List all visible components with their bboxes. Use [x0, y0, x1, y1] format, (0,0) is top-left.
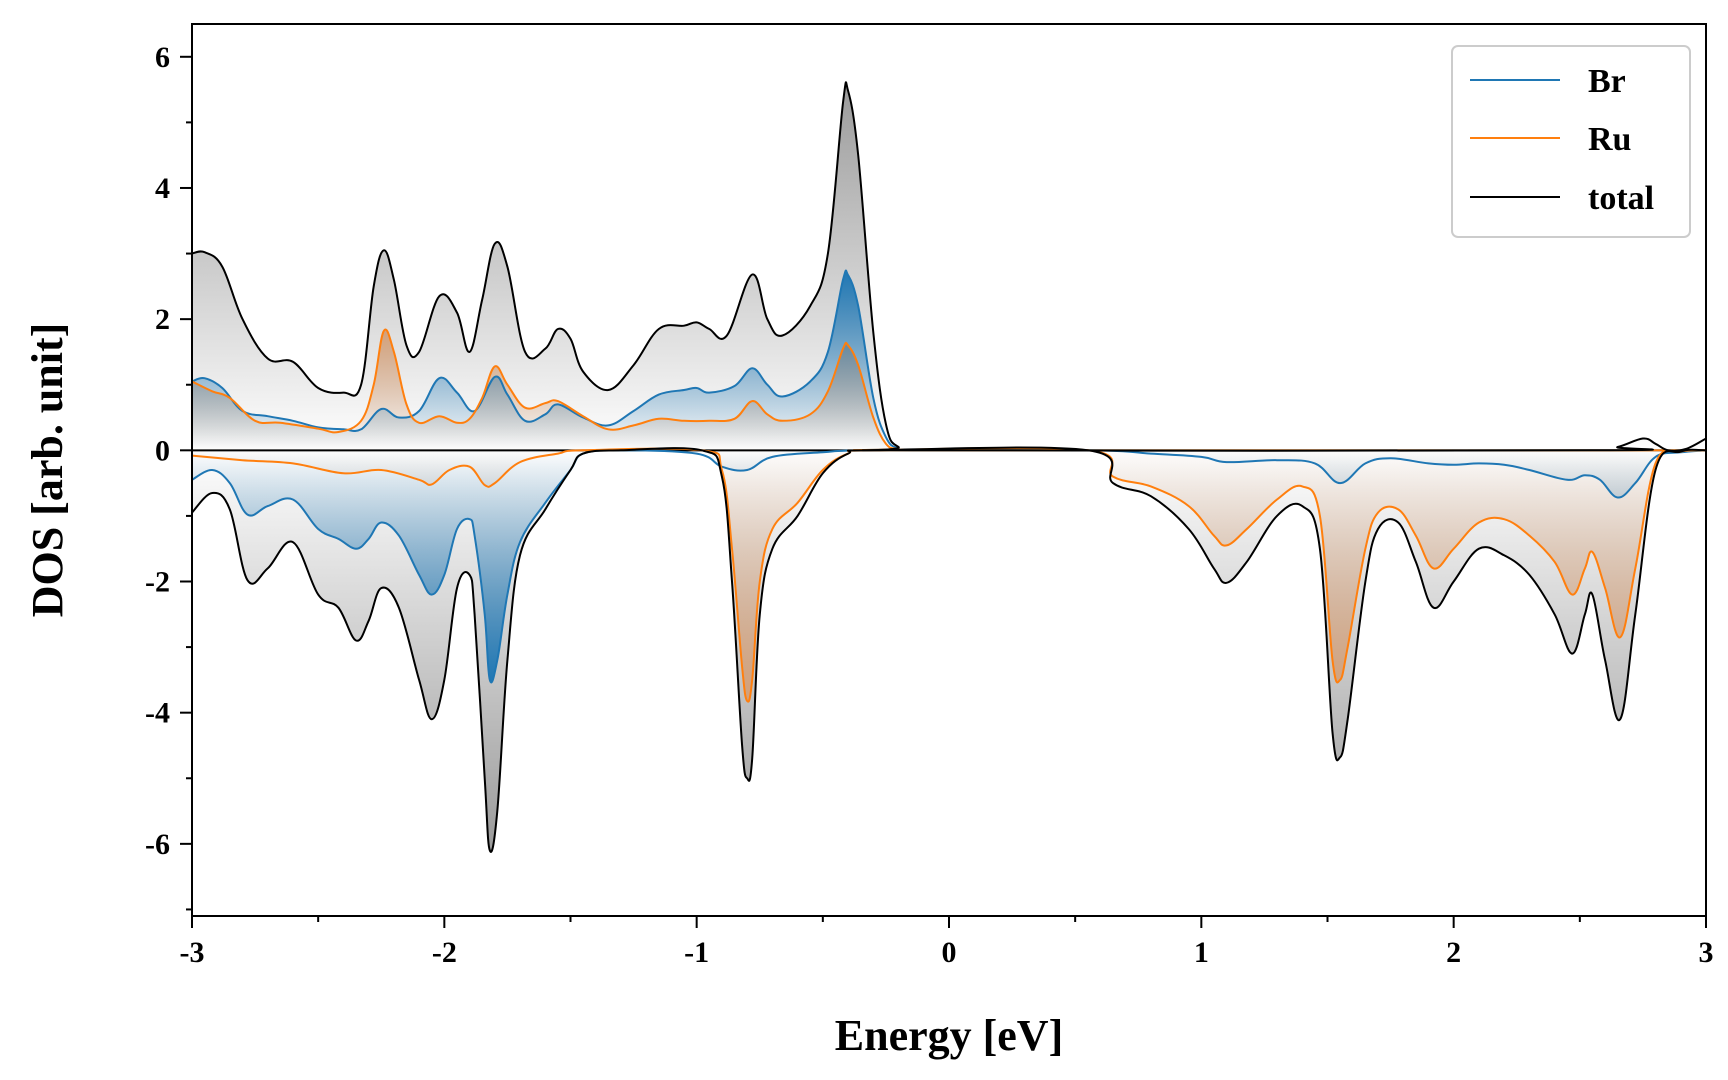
y-tick-label: 0	[155, 434, 170, 467]
y-tick-label: 6	[155, 41, 170, 74]
x-tick-label: 3	[1699, 936, 1714, 969]
x-tick-label: 2	[1446, 936, 1461, 969]
fill-br-up	[192, 270, 1706, 451]
y-tick-label: -2	[145, 566, 170, 599]
line-ru-down	[192, 447, 1706, 703]
y-axis-label: DOS [arb. unit]	[23, 323, 72, 618]
y-tick-label: -4	[145, 697, 170, 730]
fill-ru-down	[192, 448, 1706, 702]
line-ru-up	[192, 328, 1706, 452]
legend-frame	[1451, 45, 1691, 238]
x-tick-label: -1	[684, 936, 709, 969]
legend-label-total: total	[1588, 180, 1654, 217]
x-tick-label: -2	[432, 936, 457, 969]
line-total-up	[192, 81, 1706, 452]
line-total-down	[192, 446, 1706, 853]
x-tick-label: -3	[180, 936, 205, 969]
x-tick-label: 0	[942, 936, 957, 969]
legend-label-ru: Ru	[1588, 121, 1631, 158]
line-br-down	[192, 448, 1706, 684]
y-tick-label: 4	[155, 172, 170, 205]
legend-label-br: Br	[1588, 63, 1626, 100]
series-lines	[192, 81, 1706, 853]
x-axis-label: Energy [eV]	[835, 1011, 1064, 1060]
legend: Br Ru total	[1451, 45, 1691, 238]
y-tick-label: -6	[145, 828, 170, 861]
axes: -3 -2 -1 0 1 2 3 -6 -4 -2 0 2 4 6	[145, 23, 1714, 969]
fill-total-up	[192, 82, 1706, 451]
x-tick-label: 1	[1194, 936, 1209, 969]
y-tick-label: 2	[155, 303, 170, 336]
